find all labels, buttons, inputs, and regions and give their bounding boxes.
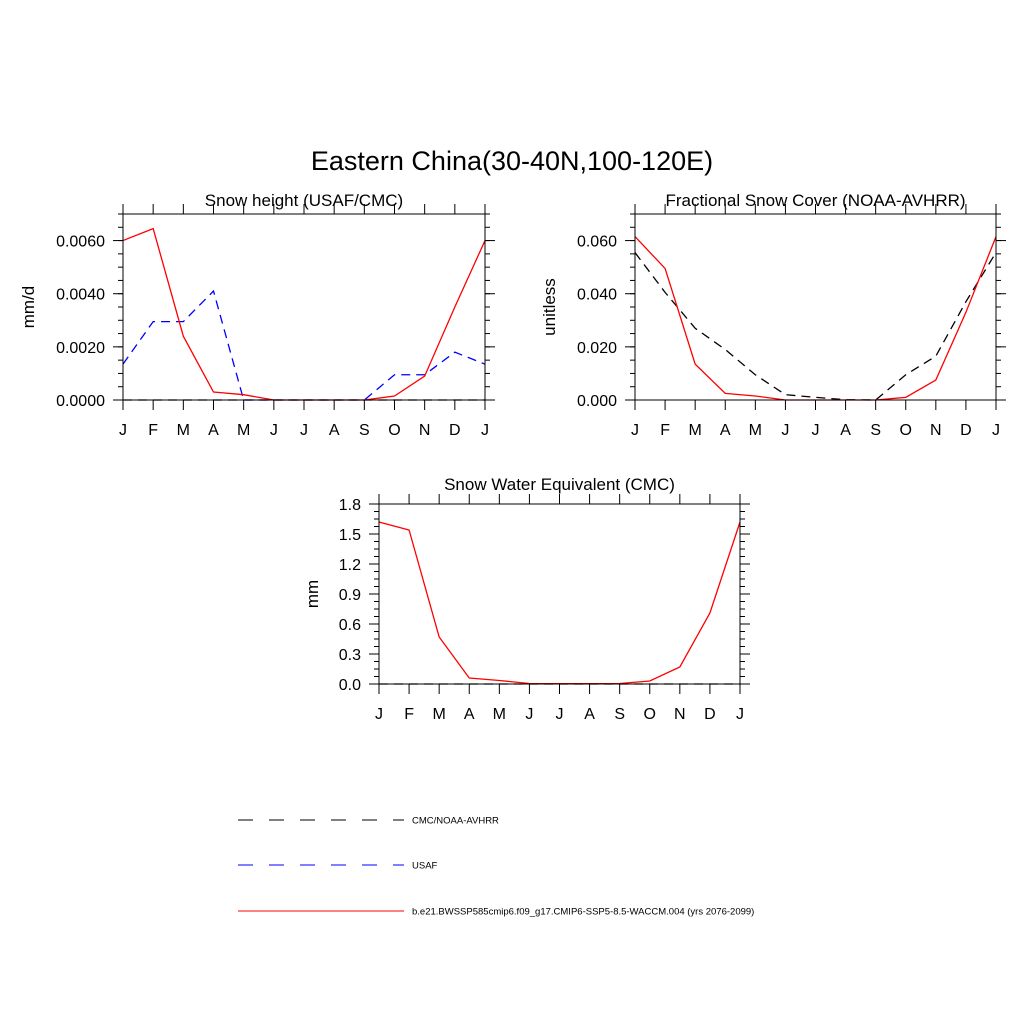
series-line-cmc_noaa (634, 252, 997, 401)
y-axis-label: mm/d (19, 286, 38, 329)
y-tick-label: 0.9 (339, 587, 361, 604)
y-tick-label: 0.0060 (56, 234, 105, 251)
panel-title: Fractional Snow Cover (NOAA-AVHRR) (665, 191, 965, 210)
x-tick-label: J (375, 706, 383, 723)
x-tick-label: J (481, 422, 489, 439)
x-tick-label: F (148, 422, 158, 439)
y-tick-label: 0.0020 (56, 340, 105, 357)
legend-label: CMC/NOAA-AVHRR (412, 816, 499, 827)
series-line-model (122, 227, 486, 401)
x-tick-label: M (237, 422, 250, 439)
series-line-model (378, 521, 741, 685)
panel-title: Snow height (USAF/CMC) (205, 191, 403, 210)
x-tick-label: O (900, 422, 912, 439)
y-tick-label: 0.0000 (56, 393, 105, 410)
x-tick-label: A (584, 706, 595, 723)
x-tick-label: J (270, 422, 278, 439)
figure-title: Eastern China(30-40N,100-120E) (311, 146, 713, 176)
x-tick-label: S (870, 422, 881, 439)
y-tick-label: 1.8 (339, 497, 361, 514)
x-tick-label: A (464, 706, 475, 723)
x-tick-label: J (556, 706, 564, 723)
x-tick-label: N (930, 422, 942, 439)
x-tick-label: M (689, 422, 702, 439)
x-tick-label: N (419, 422, 431, 439)
x-tick-label: A (208, 422, 219, 439)
series-line-usaf (122, 289, 486, 401)
x-tick-label: S (359, 422, 370, 439)
x-tick-label: D (704, 706, 716, 723)
x-tick-label: D (960, 422, 972, 439)
x-tick-label: A (329, 422, 340, 439)
panel-title: Snow Water Equivalent (CMC) (444, 475, 675, 494)
legend-label: b.e21.BWSSP585cmip6.f09_g17.CMIP6-SSP5-8… (412, 907, 754, 918)
x-tick-label: O (388, 422, 400, 439)
legend-label: USAF (412, 861, 438, 872)
x-tick-label: J (525, 706, 533, 723)
x-tick-label: F (404, 706, 414, 723)
y-tick-label: 0.060 (577, 234, 617, 251)
x-tick-label: D (449, 422, 461, 439)
x-tick-label: O (644, 706, 656, 723)
plot-frame (122, 213, 486, 401)
y-tick-label: 0.0 (339, 677, 361, 694)
y-tick-label: 1.5 (339, 527, 361, 544)
y-tick-label: 1.2 (339, 557, 361, 574)
x-tick-label: J (812, 422, 820, 439)
x-tick-label: J (992, 422, 1000, 439)
panel-3: Snow Water Equivalent (CMC) mm J F M A M J J A S O N… (303, 475, 750, 723)
x-tick-label: A (720, 422, 731, 439)
legend: CMC/NOAA-AVHRR USAF b.e21.BWSSP585cmip6.f0… (238, 816, 754, 918)
x-tick-label: M (177, 422, 190, 439)
x-tick-label: M (493, 706, 506, 723)
legend-item: b.e21.BWSSP585cmip6.f09_g17.CMIP6-SSP5-8… (238, 907, 754, 918)
x-tick-label: F (660, 422, 670, 439)
x-tick-label: M (433, 706, 446, 723)
panel-1: Snow height (USAF/CMC)mm/dJ F M A M J J A S O N D J0… (19, 191, 495, 439)
y-tick-label: 0.020 (577, 340, 617, 357)
y-axis-label: mm (303, 580, 322, 608)
x-tick-label: J (119, 422, 127, 439)
y-tick-label: 0.040 (577, 287, 617, 304)
y-tick-label: 0.6 (339, 617, 361, 634)
legend-item: CMC/NOAA-AVHRR (238, 816, 499, 827)
series-line-model (634, 236, 997, 401)
y-axis-label: unitless (540, 278, 559, 336)
plot-frame (634, 213, 997, 401)
y-tick-label: 0.0040 (56, 287, 105, 304)
panel-2: Fractional Snow Cover (NOAA-AVHRR) unitle… (540, 191, 1006, 439)
y-tick-label: 0.000 (577, 393, 617, 410)
x-tick-label: S (614, 706, 625, 723)
x-tick-label: N (674, 706, 686, 723)
x-tick-label: M (749, 422, 762, 439)
panels: Snow height (USAF/CMC)mm/dJ F M A M J J A S O N D J0… (19, 191, 1006, 723)
x-tick-label: J (736, 706, 744, 723)
x-tick-label: J (631, 422, 639, 439)
x-tick-label: J (300, 422, 308, 439)
y-tick-label: 0.3 (339, 647, 361, 664)
legend-item: USAF (238, 861, 438, 872)
x-tick-label: J (781, 422, 789, 439)
x-tick-label: A (840, 422, 851, 439)
